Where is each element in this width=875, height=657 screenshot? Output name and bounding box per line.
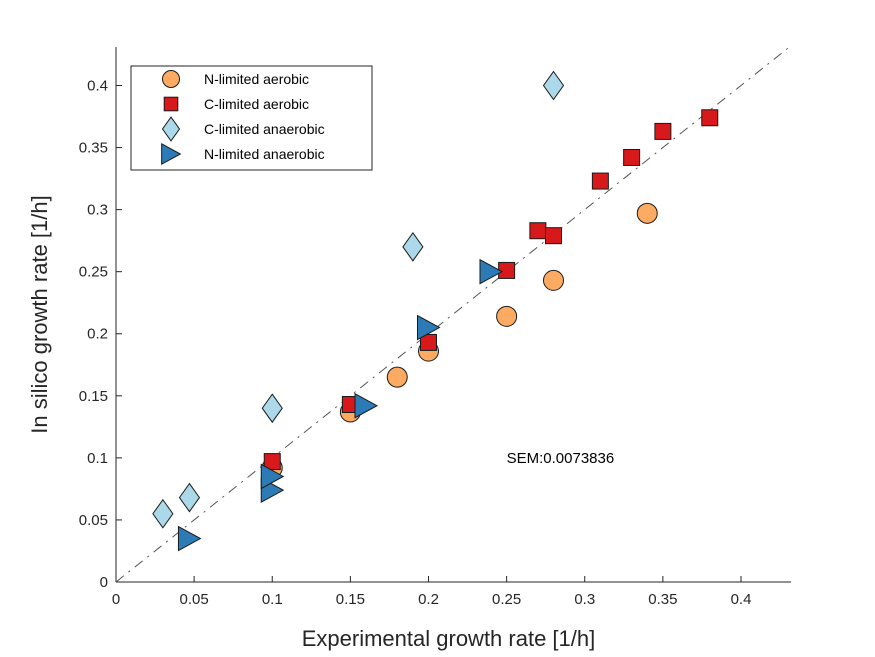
- legend: N-limited aerobic C-limited aerobic C-limi…: [130, 65, 373, 171]
- data-point: [498, 261, 516, 279]
- legend-item: N-limited aerobic: [162, 70, 309, 88]
- data-point: [543, 269, 564, 291]
- legend-item: C-limited aerobic: [163, 96, 309, 112]
- data-point: [260, 463, 285, 490]
- x-tick-label: 0.15: [336, 591, 365, 608]
- series-c-limited-anaerobic: [152, 70, 565, 529]
- data-point: [386, 366, 408, 388]
- legend-marker-square-icon: [163, 96, 179, 112]
- legend-item: C-limited anaerobic: [161, 116, 325, 142]
- x-tick-label: 0.2: [418, 591, 439, 608]
- data-point: [623, 148, 641, 166]
- legend-item: N-limited anaerobic: [161, 142, 325, 166]
- legend-label: N-limited aerobic: [204, 71, 309, 87]
- x-tick-label: 0: [112, 591, 120, 608]
- data-point: [178, 482, 201, 513]
- x-tick-label: 0.05: [180, 591, 209, 608]
- y-tick-label: 0.2: [87, 326, 108, 343]
- x-tick-label: 0.25: [492, 591, 521, 608]
- data-point: [354, 392, 379, 419]
- x-tick-label: 0.3: [574, 591, 595, 608]
- data-point: [701, 109, 719, 127]
- y-tick-label: 0.25: [79, 264, 108, 281]
- x-tick-label: 0.35: [648, 591, 677, 608]
- data-point: [479, 258, 504, 285]
- y-tick-label: 0.15: [79, 388, 108, 405]
- data-point: [263, 453, 281, 471]
- legend-marker-triangle-right-icon: [161, 142, 182, 166]
- data-point: [177, 525, 202, 552]
- x-axis-label: Experimental growth rate [1/h]: [302, 626, 595, 651]
- legend-marker-diamond-icon: [161, 116, 181, 142]
- data-point: [152, 498, 174, 529]
- data-point: [591, 172, 609, 190]
- series-c-limited-aerobic: [263, 109, 719, 471]
- legend-marker-circle-icon: [162, 70, 180, 88]
- legend-label: C-limited aerobic: [204, 96, 309, 112]
- data-point: [542, 70, 565, 101]
- data-point: [417, 314, 441, 341]
- x-tick-label: 0.1: [262, 591, 283, 608]
- data-point: [261, 393, 283, 424]
- data-point: [654, 122, 672, 140]
- y-tick-label: 0.05: [79, 512, 108, 529]
- y-tick-label: 0.35: [79, 140, 108, 157]
- y-tick-label: 0.1: [87, 450, 108, 467]
- data-point: [420, 333, 437, 351]
- data-points: [152, 70, 719, 552]
- data-point: [529, 222, 547, 240]
- data-point: [545, 227, 562, 245]
- y-tick-label: 0.3: [87, 202, 108, 219]
- series-n-limited-anaerobic: [177, 258, 504, 552]
- sem-annotation: SEM:0.0073836: [507, 450, 615, 467]
- legend-label: C-limited anaerobic: [204, 121, 325, 137]
- axes: 0 0.05 0.1 0.15 0.2 0.25 0.3 0.35 0.4 0 0.05 0.1 0.1…: [79, 47, 791, 608]
- data-point: [496, 305, 518, 327]
- x-tick-label: 0.4: [731, 591, 752, 608]
- data-point: [636, 202, 658, 224]
- legend-label: N-limited anaerobic: [204, 146, 325, 162]
- y-tick-label: 0.4: [87, 77, 108, 94]
- y-axis-label: In silico growth rate [1/h]: [27, 195, 52, 433]
- data-point: [402, 231, 424, 262]
- y-tick-label: 0: [100, 574, 108, 591]
